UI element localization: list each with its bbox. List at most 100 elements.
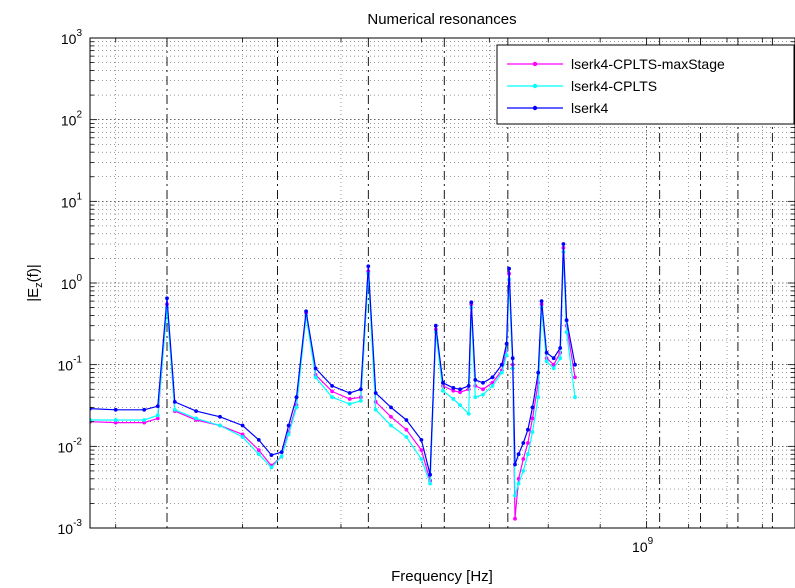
series-point xyxy=(504,341,509,346)
series-point xyxy=(330,384,334,388)
series-point xyxy=(551,356,556,361)
series-point xyxy=(516,481,521,486)
series-point xyxy=(428,472,432,477)
series-point xyxy=(551,366,556,371)
series-layer xyxy=(90,242,577,521)
series-point xyxy=(573,375,577,380)
series-point xyxy=(530,430,535,434)
series-point xyxy=(558,356,563,361)
y-tick-label: 10-2 xyxy=(58,436,83,455)
series-point xyxy=(389,414,393,419)
series-point xyxy=(458,387,462,392)
series-point xyxy=(256,452,261,457)
series-point xyxy=(499,370,504,375)
series-point xyxy=(536,395,541,400)
legend-swatch-marker xyxy=(532,105,538,111)
series-point xyxy=(404,418,409,422)
legend-swatch-marker xyxy=(532,61,538,67)
series-point xyxy=(286,432,291,437)
series-point xyxy=(536,370,541,375)
series-point xyxy=(458,390,462,395)
series-point xyxy=(473,378,478,382)
series-point xyxy=(347,402,352,406)
series-point xyxy=(279,454,284,459)
series-point xyxy=(366,264,371,269)
series-point xyxy=(561,242,566,246)
series-point xyxy=(513,462,517,467)
series-point xyxy=(490,384,495,388)
x-axis-ticks: 109 xyxy=(115,38,795,555)
series-point xyxy=(389,405,393,410)
series-point xyxy=(466,384,471,388)
series-point xyxy=(466,411,471,416)
series-point xyxy=(279,450,284,454)
series-point xyxy=(218,423,222,428)
series-point xyxy=(419,438,424,442)
series-point xyxy=(544,359,549,364)
series-point xyxy=(564,330,569,335)
series-point xyxy=(194,409,199,413)
chart-title: Numerical resonances xyxy=(367,11,516,28)
series-point xyxy=(490,375,495,380)
series-point xyxy=(358,399,363,403)
x-axis-label: Frequency [Hz] xyxy=(391,568,493,585)
series-point xyxy=(469,300,474,305)
series-point xyxy=(539,299,544,303)
series-point xyxy=(516,452,521,457)
y-tick-label: 101 xyxy=(61,191,83,210)
series-point xyxy=(526,427,530,432)
series-point xyxy=(558,346,563,350)
series-point xyxy=(155,413,160,418)
series-point xyxy=(347,391,352,395)
series-point xyxy=(330,395,334,400)
series-point xyxy=(286,423,291,428)
series-point xyxy=(294,395,299,400)
series-point xyxy=(526,452,530,457)
series-point xyxy=(573,395,577,400)
series-lserk4 xyxy=(90,242,577,477)
y-tick-label: 103 xyxy=(61,28,83,47)
series-point xyxy=(521,441,526,445)
series-point xyxy=(433,323,438,328)
series-point xyxy=(451,388,456,393)
series-point xyxy=(551,362,556,367)
series-point xyxy=(530,416,535,421)
series-point xyxy=(526,441,530,445)
series-point xyxy=(358,387,363,392)
series-point xyxy=(521,469,526,473)
series-point xyxy=(573,362,577,367)
series-point xyxy=(113,420,118,425)
series-point xyxy=(504,353,509,358)
series-point xyxy=(513,493,517,498)
series-point xyxy=(373,407,378,412)
y-axis-label-subscript: z xyxy=(33,282,45,288)
series-point xyxy=(113,418,118,422)
series-point xyxy=(481,392,485,397)
series-point xyxy=(256,438,261,442)
series-point xyxy=(347,397,352,401)
legend-label: lserk4 xyxy=(571,100,609,116)
x-tick-label: 109 xyxy=(632,536,654,555)
series-point xyxy=(419,448,424,452)
series-point xyxy=(451,397,456,401)
series-point xyxy=(441,388,445,393)
legend-label: lserk4-CPLTS xyxy=(571,78,657,94)
legend: lserk4-CPLTS-maxStage lserk4-CPLTS lserk4 xyxy=(496,44,795,125)
series-point xyxy=(373,391,378,395)
series-point xyxy=(513,516,517,521)
series-point xyxy=(240,432,245,437)
series-point xyxy=(458,403,462,407)
series-point xyxy=(240,423,245,428)
series-point xyxy=(473,395,478,400)
series-point xyxy=(564,318,569,323)
series-point xyxy=(155,416,160,421)
legend-box xyxy=(496,44,795,125)
series-point xyxy=(451,386,456,390)
series-point xyxy=(142,420,147,425)
series-point xyxy=(218,414,222,419)
series-point xyxy=(507,266,511,271)
series-point xyxy=(530,405,535,410)
series-point xyxy=(240,435,245,439)
series-point xyxy=(142,418,147,422)
series-point xyxy=(269,453,274,457)
